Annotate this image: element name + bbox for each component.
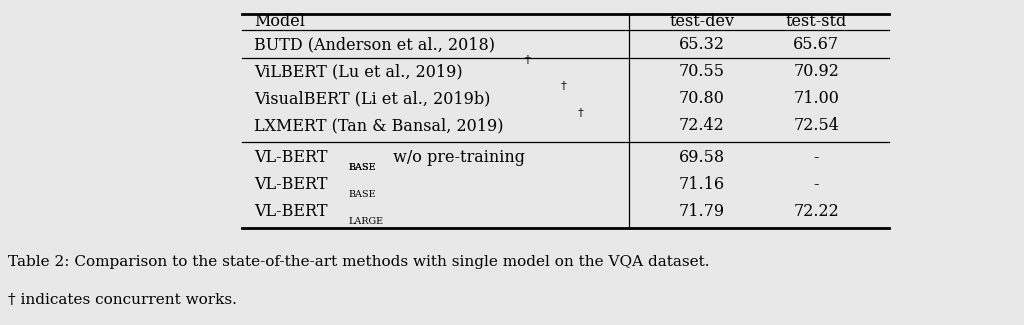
Text: 72.22: 72.22 xyxy=(794,203,839,220)
Text: -: - xyxy=(813,149,819,166)
Text: LXMERT (Tan & Bansal, 2019): LXMERT (Tan & Bansal, 2019) xyxy=(254,117,504,134)
Text: 72.54: 72.54 xyxy=(794,117,839,134)
Text: 70.80: 70.80 xyxy=(679,90,725,107)
Text: VL-BERT: VL-BERT xyxy=(254,149,328,166)
Text: Model: Model xyxy=(254,13,305,31)
Text: test-std: test-std xyxy=(785,13,847,31)
Text: w/o pre-training: w/o pre-training xyxy=(388,149,525,166)
Text: Table 2: Comparison to the state-of-the-art methods with single model on the VQA: Table 2: Comparison to the state-of-the-… xyxy=(8,254,710,268)
Text: BASE: BASE xyxy=(348,190,376,199)
Text: 72.42: 72.42 xyxy=(679,117,725,134)
Text: test-dev: test-dev xyxy=(670,13,734,31)
Text: -: - xyxy=(813,176,819,193)
Text: † indicates concurrent works.: † indicates concurrent works. xyxy=(8,293,237,307)
Text: 70.92: 70.92 xyxy=(794,63,839,80)
Text: VisualBERT (Li et al., 2019b): VisualBERT (Li et al., 2019b) xyxy=(254,90,490,107)
Text: ViLBERT (Lu et al., 2019): ViLBERT (Lu et al., 2019) xyxy=(254,63,463,80)
Text: 71.79: 71.79 xyxy=(679,203,725,220)
Text: BASE: BASE xyxy=(348,163,376,172)
Text: LARGE: LARGE xyxy=(348,217,384,226)
Text: BASE: BASE xyxy=(348,163,376,172)
Text: 65.67: 65.67 xyxy=(793,36,840,53)
Text: †: † xyxy=(561,82,566,91)
Text: 70.55: 70.55 xyxy=(679,63,725,80)
Text: 65.32: 65.32 xyxy=(679,36,725,53)
Text: BUTD (Anderson et al., 2018): BUTD (Anderson et al., 2018) xyxy=(254,36,496,53)
Text: †: † xyxy=(525,55,531,65)
Text: 71.16: 71.16 xyxy=(679,176,725,193)
Text: VL-BERT: VL-BERT xyxy=(254,203,328,220)
Text: 69.58: 69.58 xyxy=(679,149,725,166)
Text: VL-BERT: VL-BERT xyxy=(254,176,328,193)
Text: 71.00: 71.00 xyxy=(794,90,839,107)
Text: †: † xyxy=(578,108,584,118)
